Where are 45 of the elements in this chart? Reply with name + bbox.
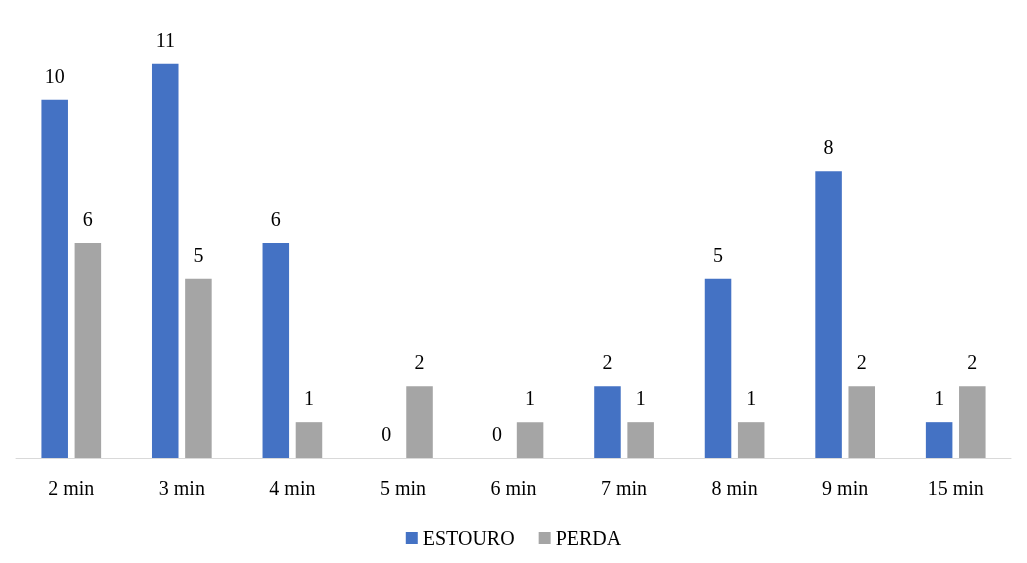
bar: [185, 278, 212, 458]
bar: [737, 422, 765, 458]
data-label: 1: [525, 387, 536, 410]
bar: [74, 243, 102, 458]
legend-label: ESTOURO: [422, 527, 515, 549]
bar: [406, 386, 433, 458]
bar: [959, 386, 986, 458]
data-label: 1: [303, 387, 314, 410]
x-tick-label: 3 min: [158, 477, 205, 499]
bar: [627, 422, 654, 458]
data-label: 8: [823, 136, 834, 159]
data-label: 6: [82, 208, 93, 230]
x-tick-label: 2 min: [48, 477, 95, 499]
data-label: 0: [381, 423, 392, 445]
x-tick-label: 9 min: [822, 477, 869, 499]
bar: [704, 278, 732, 458]
x-tick-label: 4 min: [269, 477, 316, 499]
bar: [262, 243, 290, 458]
x-tick-label: 15 min: [927, 477, 984, 499]
data-label: 0: [491, 423, 502, 445]
bar: [925, 422, 953, 458]
bar: [815, 171, 842, 458]
bar: [516, 422, 544, 458]
bar: [848, 386, 876, 458]
bar: [41, 99, 68, 458]
x-tick-label: 7 min: [600, 477, 648, 499]
data-label: 2: [602, 351, 613, 374]
data-label: 1: [635, 387, 646, 410]
data-label: 5: [713, 243, 724, 266]
legend-label: PERDA: [555, 527, 622, 549]
data-label: 11: [155, 28, 175, 51]
data-label: 1: [746, 387, 757, 410]
x-tick-label: 8 min: [711, 477, 758, 499]
data-label: 2: [967, 351, 978, 374]
x-tick-label: 5 min: [379, 477, 427, 499]
bar: [594, 386, 621, 458]
data-label: 10: [44, 64, 65, 87]
bar: [295, 422, 323, 458]
bar: [151, 63, 179, 458]
data-label: 2: [856, 351, 867, 374]
data-label: 2: [414, 351, 425, 374]
x-tick-label: 6 min: [490, 477, 537, 499]
data-label: 1: [934, 387, 945, 410]
data-label: 5: [193, 243, 204, 266]
data-label: 6: [270, 208, 281, 230]
